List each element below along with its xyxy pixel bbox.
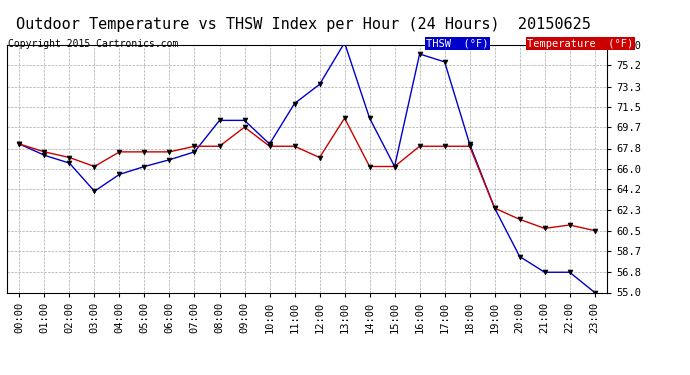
Text: Copyright 2015 Cartronics.com: Copyright 2015 Cartronics.com [8,39,179,50]
Text: Temperature  (°F): Temperature (°F) [527,39,633,49]
Text: THSW  (°F): THSW (°F) [426,39,489,49]
Text: Outdoor Temperature vs THSW Index per Hour (24 Hours)  20150625: Outdoor Temperature vs THSW Index per Ho… [16,17,591,32]
